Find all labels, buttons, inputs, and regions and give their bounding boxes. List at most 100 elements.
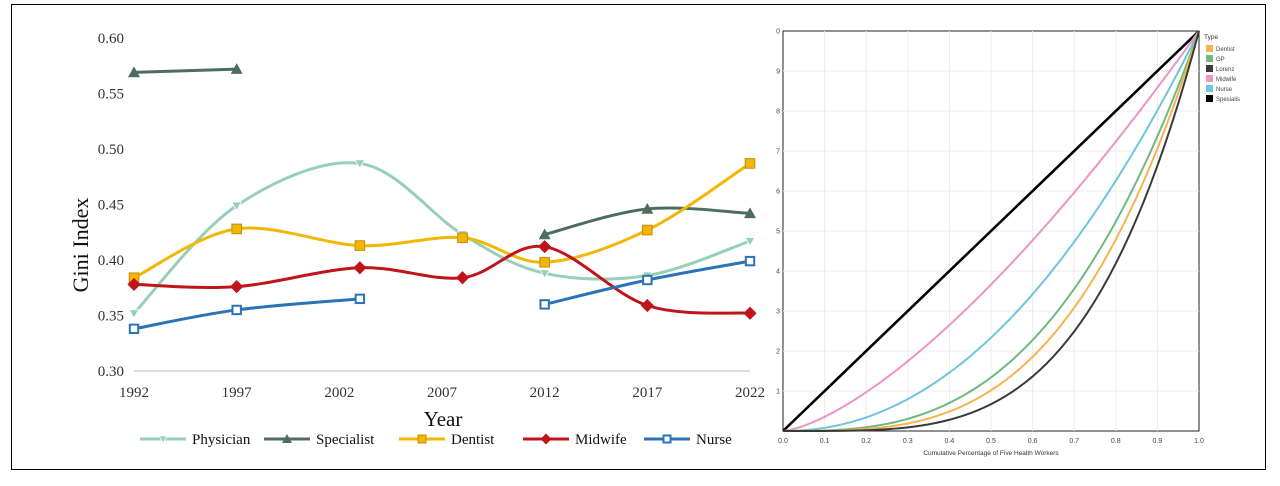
lorenz-x-tick-label: 0.3 [903, 438, 913, 445]
lorenz-legend-item-spesialis: Spesialis [1206, 95, 1240, 103]
lorenz-legend-swatch-lorenz [1206, 65, 1213, 72]
nurse-point [642, 274, 653, 286]
lorenz-y-tick-label: 2 [776, 349, 780, 356]
legend-item-midwife: Midwife [523, 432, 627, 448]
lorenz-y-tick-label: 5 [776, 229, 780, 236]
legend-marker-physician [158, 435, 168, 444]
y-axis-title-group: Gini Index [68, 198, 93, 293]
physician-point [539, 269, 551, 279]
lorenz-x-tick-label: 0.0 [778, 438, 788, 445]
specialist-point [744, 207, 756, 219]
y-tick-label: 0.40 [98, 253, 124, 269]
lorenz-x-tick-label: 1.0 [1194, 438, 1204, 445]
lorenz-legend-label-lorenz: Lorenz [1216, 67, 1234, 73]
x-tick-label: 2017 [632, 385, 663, 401]
lorenz-curve-gp [783, 30, 1200, 432]
lorenz-legend-swatch-nurse [1206, 85, 1213, 92]
y-tick-label: 0.50 [98, 142, 124, 158]
figure-caption [0, 472, 1280, 486]
legend-label-nurse: Nurse [696, 432, 732, 448]
midwife-point [230, 280, 244, 294]
dentist-point [354, 240, 366, 251]
physician-point [744, 237, 756, 247]
midwife-point [640, 298, 654, 313]
lorenz-y-tick-label: 7 [776, 149, 780, 156]
figure-frame: Gini Index 0.30 0.35 0.40 0.45 0.50 0.55 0.60 … [11, 4, 1266, 470]
legend-marker-dentist [417, 434, 427, 444]
midwife-point [353, 261, 367, 275]
y-tick-label: 0.30 [98, 364, 124, 380]
specialist-point [128, 66, 140, 78]
y-tick-label: 0.60 [98, 31, 124, 47]
lorenz-x-tick-label: 0.5 [986, 438, 996, 445]
x-tick-label: 2012 [530, 385, 560, 401]
legend-label-specialist: Specialist [316, 432, 375, 448]
lorenz-y-tick-label: 3 [776, 309, 780, 316]
lorenz-x-tick-label: 0.7 [1069, 438, 1079, 445]
nurse-point [231, 304, 242, 316]
x-tick-label: 2007 [427, 385, 458, 401]
dentist-point [539, 256, 550, 268]
lorenz-legend-item-lorenz: Lorenz [1206, 65, 1234, 73]
nurse-point [744, 255, 756, 267]
nurse-point [354, 293, 366, 305]
legend-item-nurse: Nurse [644, 432, 732, 448]
legend-label-physician: Physician [192, 432, 251, 448]
lorenz-x-tick-label: 0.8 [1111, 438, 1121, 445]
midwife-point [538, 240, 552, 254]
lorenz-x-tick-label: 0.2 [861, 438, 871, 445]
specialist-point [641, 202, 654, 214]
legend-marker-nurse [662, 434, 672, 444]
lorenz-legend-item-dentist: Dentist [1206, 45, 1235, 53]
nurse-point [539, 299, 550, 310]
lorenz-y-tick-label: 0 [776, 29, 780, 36]
lorenz-legend-label-nurse: Nurse [1216, 87, 1233, 93]
lorenz-curve-lorenz [783, 30, 1200, 432]
lorenz-legend-label-spesialis: Spesialis [1216, 97, 1240, 103]
lorenz-legend-swatch-gp [1206, 55, 1213, 62]
lorenz-y-tick-label: 1 [776, 389, 780, 396]
lorenz-legend-label-dentist: Dentist [1216, 47, 1235, 53]
y-tick-label: 0.55 [98, 87, 124, 103]
lorenz-y-tick-label: 8 [776, 109, 780, 116]
legend-marker-midwife [540, 433, 552, 445]
specialist-point [538, 228, 551, 240]
lorenz-legend-item-nurse: Nurse [1206, 85, 1233, 93]
lorenz-legend-item-midwife: Midwife [1206, 75, 1237, 83]
equality-line [782, 30, 1200, 432]
lorenz-y-tick-label: 9 [776, 69, 780, 76]
midwife-point [743, 306, 757, 320]
lorenz-legend-label-gp: GP [1216, 57, 1225, 63]
dentist-point [744, 158, 756, 169]
x-tick-label: 2002 [324, 385, 354, 401]
x-axis-title: Year [424, 407, 463, 431]
specialist-line [132, 67, 239, 74]
x-tick-label: 2022 [735, 385, 765, 401]
physician-point [231, 201, 243, 212]
nurse-point [128, 323, 140, 335]
lorenz-legend-title: Type [1204, 34, 1218, 41]
midwife-line [132, 244, 752, 315]
y-axis-title: Gini Index [68, 198, 93, 293]
lorenz-legend-swatch-spesialis [1206, 95, 1213, 102]
legend-marker-specialist [282, 434, 292, 443]
lorenz-y-tick-label: 6 [776, 189, 780, 196]
lorenz-x-tick-label: 0.6 [1028, 438, 1038, 445]
gini-trend-chart: Gini Index 0.300.350.400.450.500.550.60 … [68, 31, 765, 448]
legend-item-specialist: Specialist [264, 432, 375, 448]
lorenz-y-tick-label: 4 [776, 269, 780, 276]
y-tick-label: 0.35 [98, 309, 124, 325]
y-tick-label: 0.45 [98, 198, 124, 214]
lorenz-legend-item-gp: GP [1206, 55, 1225, 63]
x-tick-label: 1992 [119, 385, 149, 401]
legend-label-midwife: Midwife [575, 432, 627, 448]
lorenz-curve-midwife [782, 30, 1200, 432]
physician-point [354, 159, 366, 170]
lorenz-legend-swatch-dentist [1206, 45, 1213, 52]
legend-item-dentist: Dentist [399, 432, 495, 448]
lorenz-x-tick-label: 0.4 [945, 438, 955, 445]
lorenz-legend-swatch-midwife [1206, 75, 1213, 82]
lorenz-x-tick-label: 0.9 [1153, 438, 1163, 445]
midwife-point [455, 271, 470, 285]
dentist-point [642, 224, 653, 236]
